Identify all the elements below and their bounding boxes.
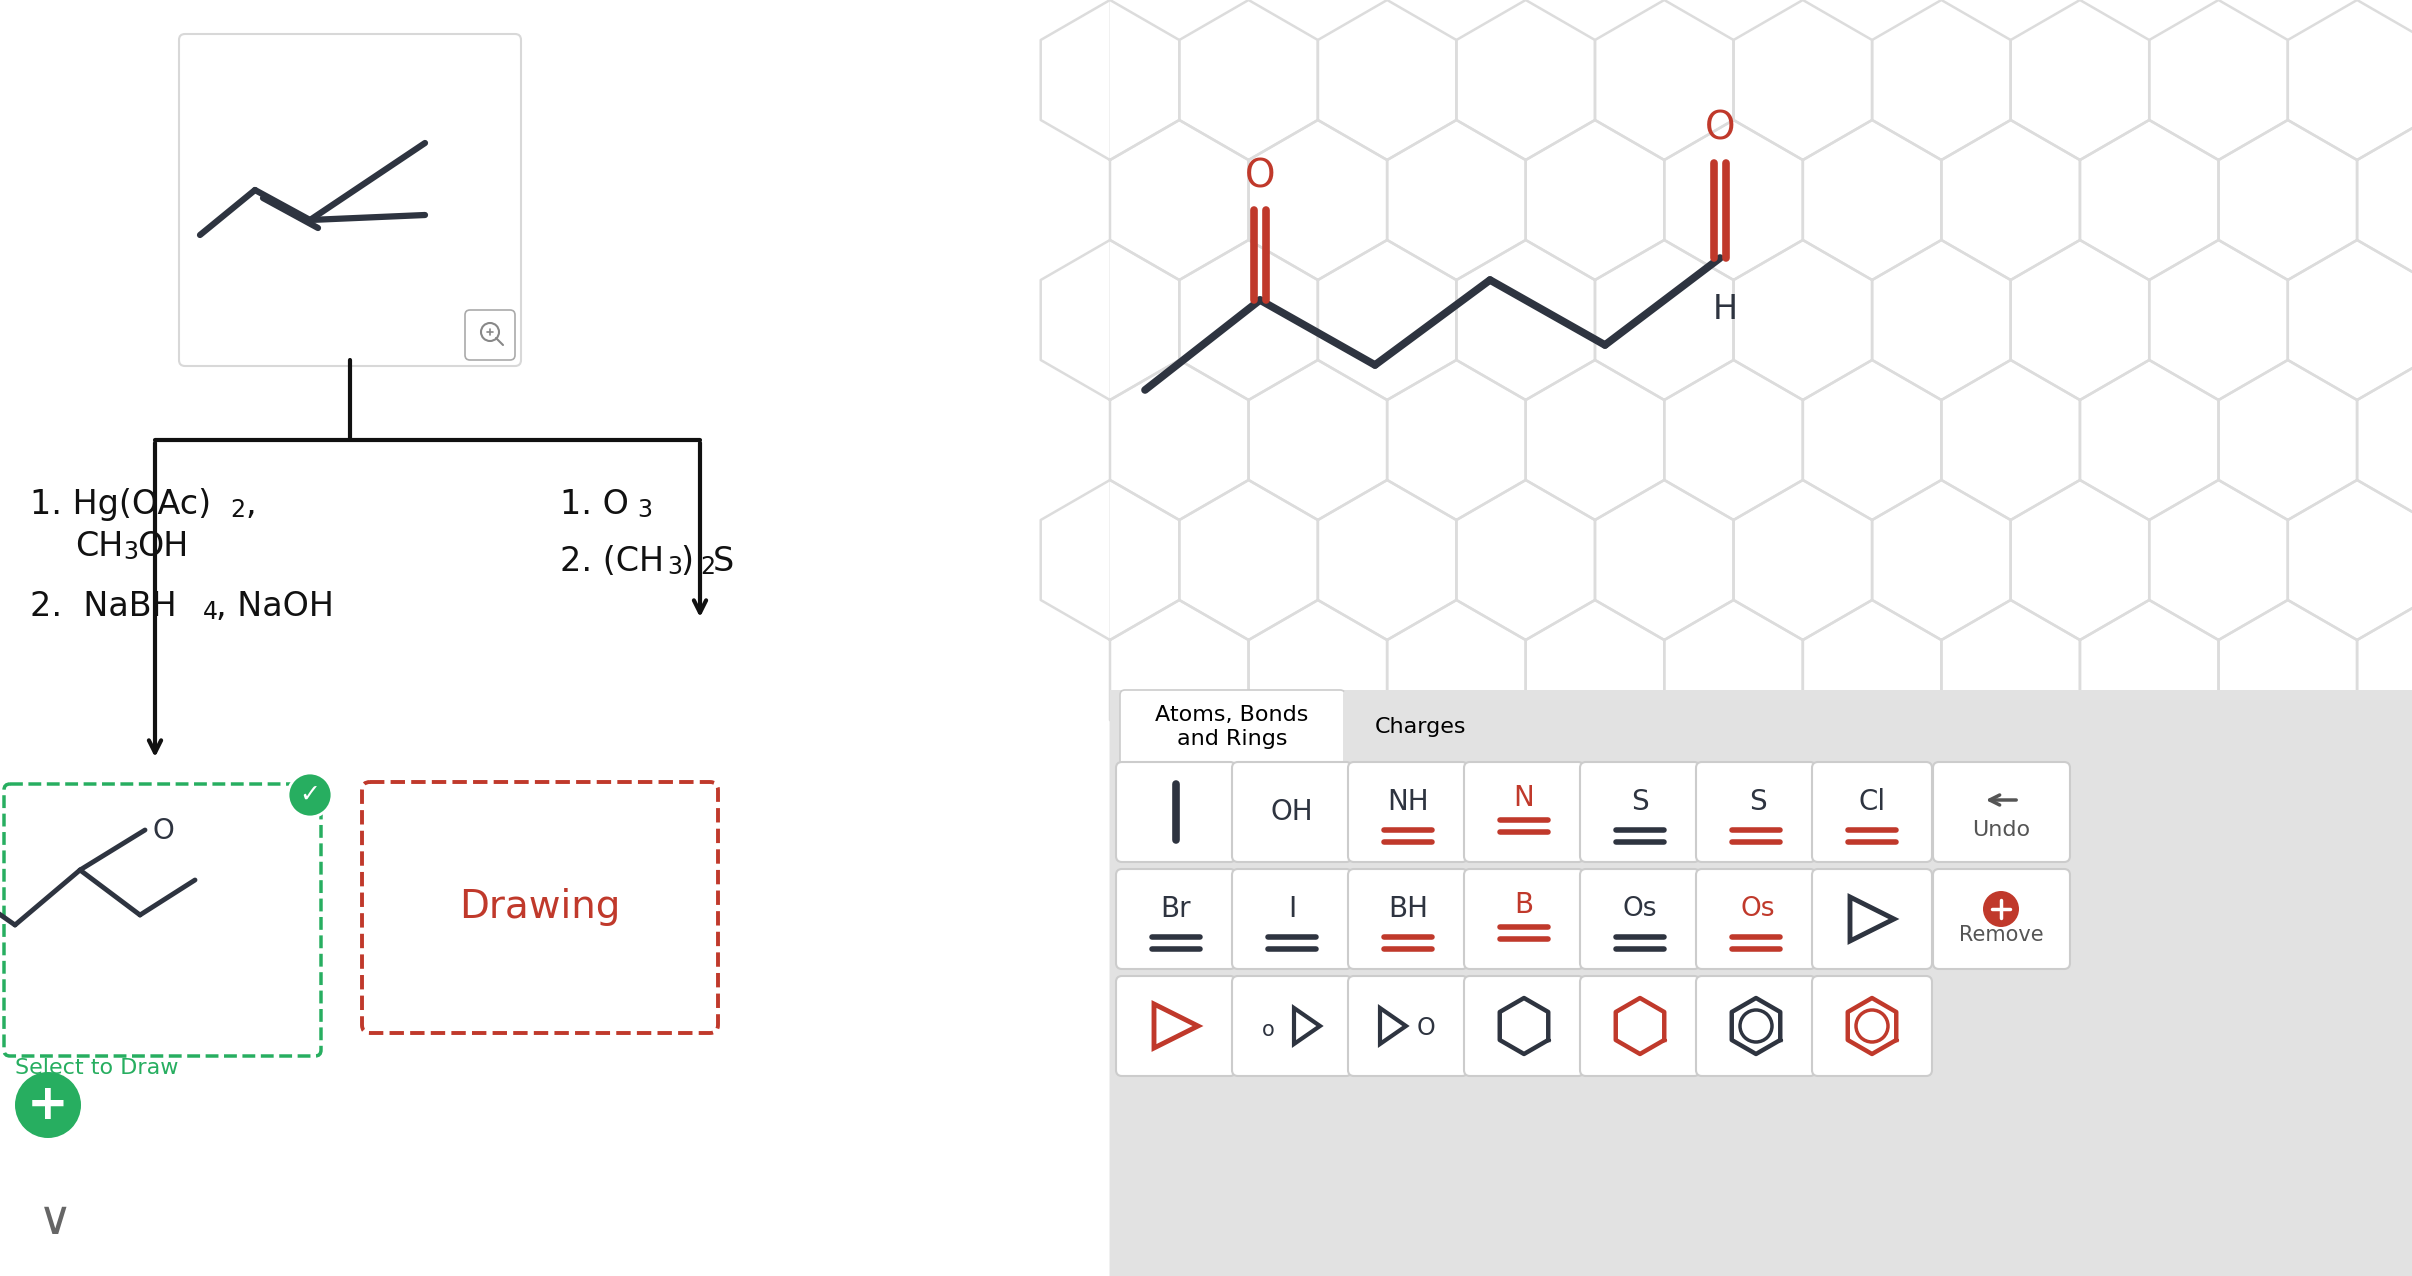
- FancyBboxPatch shape: [1119, 690, 1346, 766]
- Bar: [0, 0, 1110, 1276]
- FancyBboxPatch shape: [1580, 976, 1700, 1076]
- FancyBboxPatch shape: [1811, 762, 1932, 863]
- FancyBboxPatch shape: [1117, 869, 1235, 968]
- FancyBboxPatch shape: [1580, 762, 1700, 863]
- FancyBboxPatch shape: [1932, 869, 2069, 968]
- Bar: [1110, 0, 2412, 1276]
- FancyBboxPatch shape: [1117, 976, 1235, 1076]
- Circle shape: [1983, 891, 2019, 926]
- Text: 1. Hg(OAc): 1. Hg(OAc): [29, 487, 212, 521]
- FancyBboxPatch shape: [1932, 762, 2069, 863]
- Bar: [1110, 0, 2412, 690]
- Text: ): ): [680, 545, 692, 578]
- Bar: [1110, 690, 2412, 1276]
- Text: ✓: ✓: [299, 783, 321, 806]
- FancyBboxPatch shape: [1348, 976, 1469, 1076]
- Circle shape: [14, 1072, 82, 1138]
- Text: O: O: [1416, 1016, 1435, 1040]
- FancyBboxPatch shape: [1696, 762, 1816, 863]
- FancyBboxPatch shape: [1696, 869, 1816, 968]
- FancyBboxPatch shape: [1696, 976, 1816, 1076]
- FancyBboxPatch shape: [466, 310, 516, 360]
- Text: Undo: Undo: [1973, 820, 2031, 840]
- Text: 2: 2: [229, 498, 246, 522]
- FancyBboxPatch shape: [1233, 976, 1353, 1076]
- Text: H: H: [1713, 293, 1737, 325]
- Text: NH: NH: [1387, 789, 1428, 815]
- Text: Cl: Cl: [1857, 789, 1886, 815]
- Text: OH: OH: [1271, 798, 1312, 826]
- FancyBboxPatch shape: [178, 34, 521, 366]
- Text: O: O: [1245, 157, 1276, 195]
- Circle shape: [287, 773, 333, 817]
- Text: N: N: [1515, 783, 1534, 812]
- FancyBboxPatch shape: [1233, 869, 1353, 968]
- Text: 2. (CH: 2. (CH: [560, 545, 663, 578]
- FancyBboxPatch shape: [1811, 976, 1932, 1076]
- Text: 3: 3: [123, 540, 137, 564]
- Text: Remove: Remove: [1959, 925, 2043, 946]
- Text: Os: Os: [1741, 896, 1775, 923]
- FancyBboxPatch shape: [1233, 762, 1353, 863]
- Text: S: S: [1631, 789, 1650, 815]
- Text: I: I: [1288, 894, 1295, 923]
- FancyBboxPatch shape: [5, 783, 321, 1057]
- Text: S: S: [1749, 789, 1768, 815]
- Text: B: B: [1515, 891, 1534, 919]
- Text: O: O: [1705, 110, 1734, 148]
- Text: 2: 2: [699, 555, 714, 579]
- Text: ,: ,: [246, 487, 256, 521]
- Text: 1. O: 1. O: [560, 487, 630, 521]
- Text: ∨: ∨: [39, 1198, 72, 1244]
- Text: Atoms, Bonds
and Rings: Atoms, Bonds and Rings: [1155, 704, 1310, 749]
- Text: Drawing: Drawing: [458, 888, 620, 926]
- Text: OH: OH: [137, 530, 188, 563]
- Text: 3: 3: [637, 498, 651, 522]
- FancyBboxPatch shape: [1580, 869, 1700, 968]
- Text: Select to Draw: Select to Draw: [14, 1058, 178, 1078]
- FancyBboxPatch shape: [1117, 762, 1235, 863]
- Text: Charges: Charges: [1375, 717, 1466, 738]
- Text: +: +: [27, 1081, 70, 1129]
- FancyBboxPatch shape: [1811, 869, 1932, 968]
- Text: , NaOH: , NaOH: [217, 590, 333, 623]
- Text: S: S: [714, 545, 733, 578]
- Text: o: o: [1261, 1020, 1274, 1040]
- FancyBboxPatch shape: [1464, 762, 1585, 863]
- Text: O: O: [152, 817, 174, 845]
- Text: 4: 4: [203, 600, 217, 624]
- FancyBboxPatch shape: [1348, 762, 1469, 863]
- FancyBboxPatch shape: [1464, 976, 1585, 1076]
- Text: Os: Os: [1623, 896, 1657, 923]
- Text: CH: CH: [75, 530, 123, 563]
- FancyBboxPatch shape: [1348, 869, 1469, 968]
- FancyBboxPatch shape: [362, 782, 719, 1034]
- FancyBboxPatch shape: [1343, 690, 1498, 766]
- Text: 2.  NaBH: 2. NaBH: [29, 590, 176, 623]
- Text: 3: 3: [668, 555, 683, 579]
- Text: BH: BH: [1387, 894, 1428, 923]
- Text: Br: Br: [1160, 894, 1192, 923]
- FancyBboxPatch shape: [1464, 869, 1585, 968]
